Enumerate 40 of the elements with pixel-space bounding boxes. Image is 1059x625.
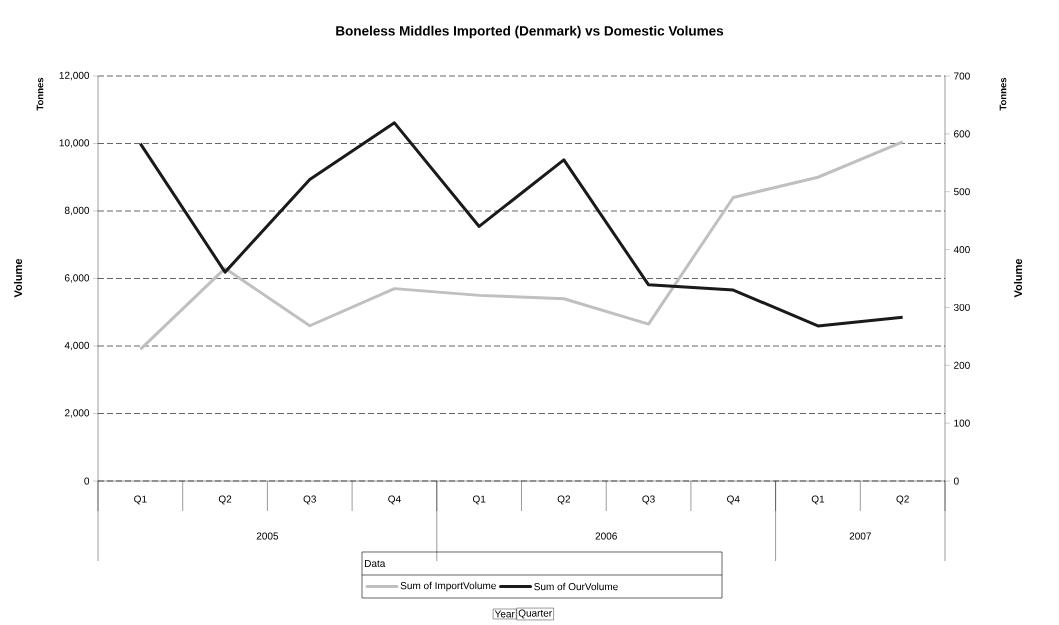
line-series xyxy=(138,140,905,351)
x-tick-label: Q3 xyxy=(642,495,655,505)
y2-tick-label: 500 xyxy=(953,188,970,196)
legend-title: Data xyxy=(365,560,386,567)
y-tick-label: 6,000 xyxy=(64,274,90,283)
x-tick-label: Q2 xyxy=(218,495,232,505)
y-tick-label: 12,000 xyxy=(59,71,90,81)
text: Tonnes xyxy=(999,77,1007,111)
text: 2006 xyxy=(595,532,617,540)
y2-axis-title: Volume xyxy=(1013,258,1023,298)
text: Year xyxy=(494,610,515,618)
legend-label: Sum of ImportVolume xyxy=(400,581,496,592)
text: Quarter xyxy=(518,609,552,619)
y-tick-label: 10,000 xyxy=(59,139,90,148)
y2-tick-label: 400 xyxy=(953,246,970,254)
y2-tick-label: 0 xyxy=(953,477,959,485)
y2-tick-label: 600 xyxy=(954,130,970,138)
text: 2005 xyxy=(256,532,279,540)
text: Tonnes xyxy=(36,77,44,111)
y2-tick-label: 200 xyxy=(954,361,970,369)
x-tick-label: Q2 xyxy=(896,495,909,505)
y2-tick-label: 300 xyxy=(953,303,970,311)
y-tick-label: 2,000 xyxy=(64,409,90,418)
chart-title: Boneless Middles Imported (Denmark) vs Domestic Volumes xyxy=(336,25,724,39)
x-tick-label: Q2 xyxy=(557,495,571,505)
y-tick-label: 0 xyxy=(84,477,90,485)
x-tick-label: Q3 xyxy=(303,495,316,505)
x-tick-label: Q4 xyxy=(727,495,740,505)
line-series xyxy=(138,121,905,328)
y-tick-label: 4,000 xyxy=(64,341,90,351)
y-tick-label: 8,000 xyxy=(64,206,90,216)
x-tick-label: Q4 xyxy=(388,495,401,505)
legend-label: Sum of OurVolume xyxy=(534,582,618,591)
y-axis-title: Volume xyxy=(13,258,23,298)
x-tick-label: Q1 xyxy=(134,495,147,505)
text: 2007 xyxy=(849,532,871,540)
x-tick-label: Q1 xyxy=(811,495,825,505)
x-tick-label: Q1 xyxy=(472,495,486,505)
y2-tick-label: 700 xyxy=(954,72,970,80)
y2-tick-label: 100 xyxy=(954,419,970,427)
